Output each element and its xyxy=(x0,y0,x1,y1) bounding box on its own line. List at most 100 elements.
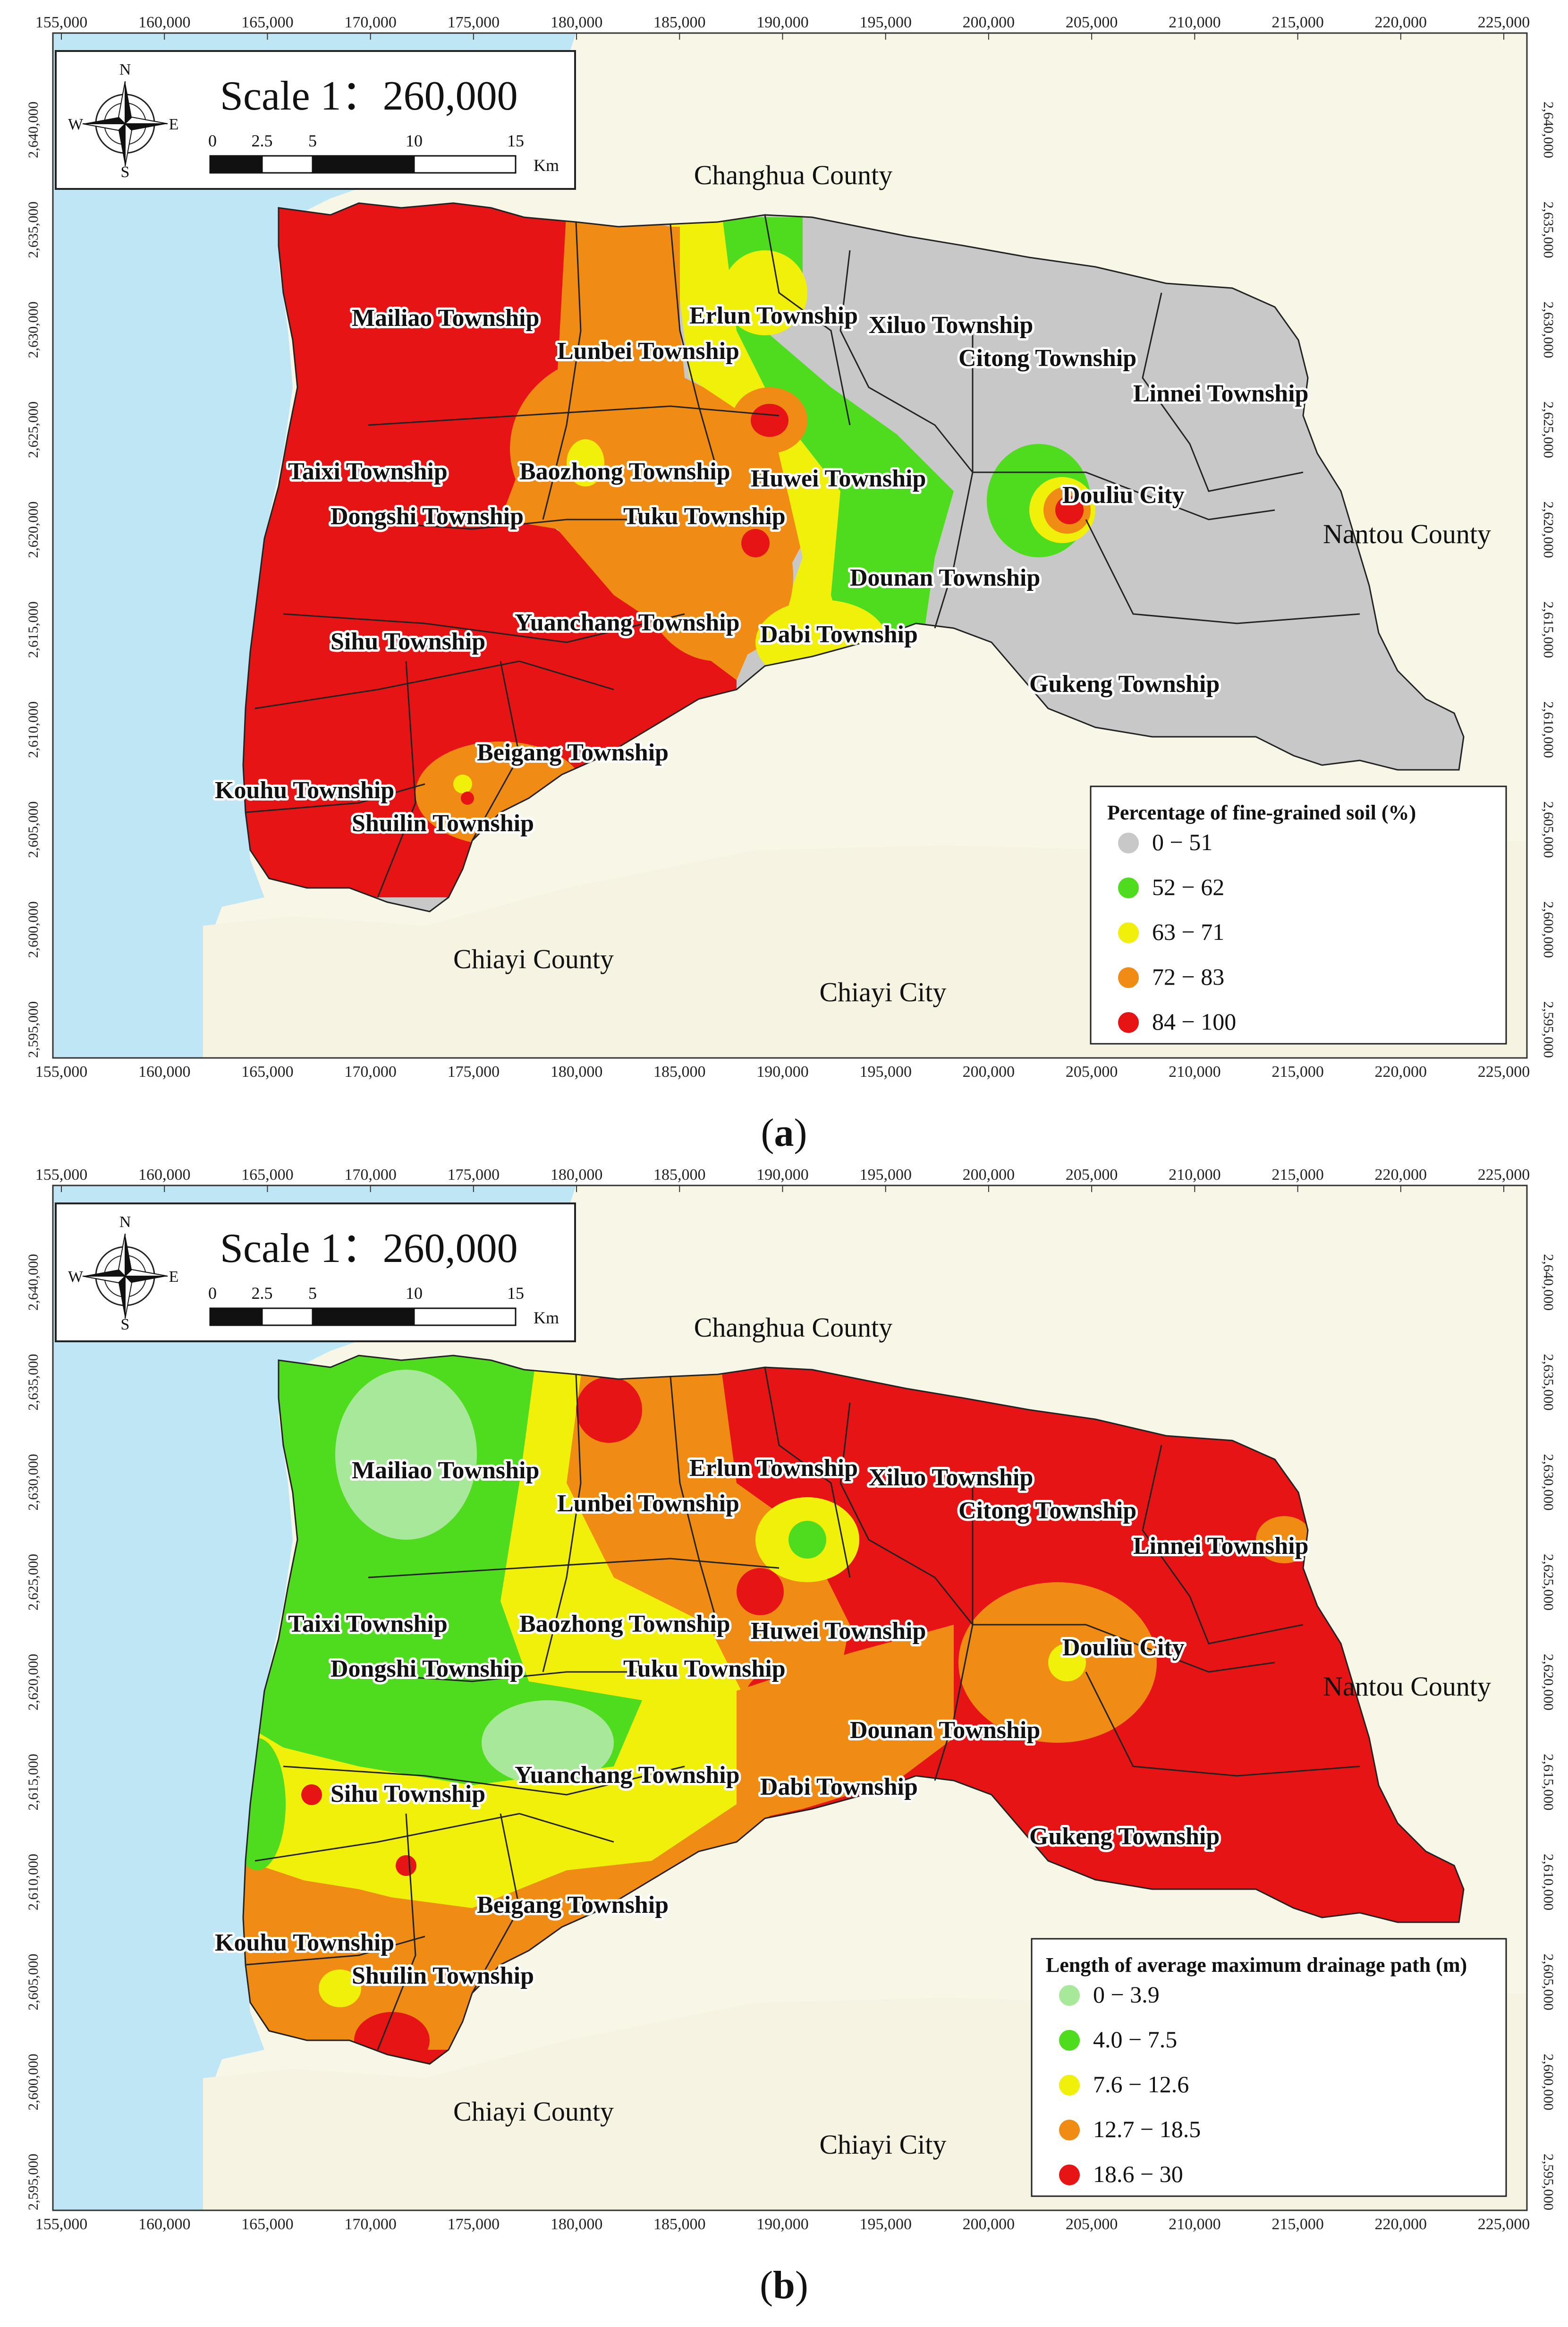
legend-swatch xyxy=(1059,1985,1080,2006)
township-label-douliu: Douliu City xyxy=(1062,482,1185,509)
y-tick-label: 2,615,000 xyxy=(25,601,41,658)
compass-s-label: S xyxy=(121,163,130,181)
scale-title: Scale 1：260,000 xyxy=(220,1226,518,1271)
x-tick-label: 155,000 xyxy=(35,1063,88,1081)
township-label-taixi: Taixi Township xyxy=(288,1611,448,1637)
township-label-lunbei: Lunbei Township xyxy=(557,1490,739,1517)
township-label-huwei: Huwei Township xyxy=(751,1618,926,1645)
x-tick-label: 190,000 xyxy=(756,14,809,31)
compass-w-label: W xyxy=(68,116,84,133)
scale-number-10: 10 xyxy=(406,131,423,150)
township-label-dounan: Dounan Township xyxy=(850,564,1040,591)
map-frame-b xyxy=(52,1185,1528,2211)
y-tick-label: 2,640,000 xyxy=(1541,102,1556,158)
township-label-erlun: Erlun Township xyxy=(689,302,858,329)
township-label-tuku: Tuku Township xyxy=(623,1655,786,1682)
x-tick-label: 195,000 xyxy=(859,1166,912,1184)
scale-unit: Km xyxy=(534,156,559,175)
y-ticks-left-a: 2,640,000 2,635,000 2,630,000 2,625,000 2,62… xyxy=(25,102,41,1058)
legend-swatch xyxy=(1059,2030,1080,2051)
x-tick-label: 185,000 xyxy=(653,1166,706,1184)
x-tick-label: 205,000 xyxy=(1066,14,1118,31)
y-tick-label: 2,635,000 xyxy=(25,202,41,258)
x-tick-label: 175,000 xyxy=(448,14,500,31)
x-tick-label: 185,000 xyxy=(653,1063,706,1081)
x-tick-label: 185,000 xyxy=(653,14,706,31)
x-tick-label: 210,000 xyxy=(1169,14,1221,31)
map-panel-b: 155,000 160,000 165,000 170,000 175,000 180,0… xyxy=(0,1152,1568,2307)
township-label-yuanchang: Yuanchang Township xyxy=(515,1762,740,1789)
x-tick-label: 220,000 xyxy=(1375,1063,1427,1081)
township-label-dongshi: Dongshi Township xyxy=(331,1655,524,1682)
x-tick-label: 165,000 xyxy=(241,1166,294,1184)
township-label-kouhu: Kouhu Township xyxy=(215,1929,394,1956)
x-tick-label: 225,000 xyxy=(1478,1166,1530,1184)
township-label-baozhong: Baozhong Township xyxy=(519,458,730,485)
township-label-lunbei: Lunbei Township xyxy=(557,338,739,365)
y-tick-label: 2,615,000 xyxy=(1541,601,1556,658)
scale-number-2-5: 2.5 xyxy=(252,131,273,150)
x-tick-label: 215,000 xyxy=(1271,1166,1324,1184)
township-label-beigang: Beigang Township xyxy=(477,739,669,766)
compass-e-label: E xyxy=(169,116,179,133)
township-label-citong: Citong Township xyxy=(958,1497,1136,1524)
x-ticks-bottom-a: 155,000 160,000 165,000 170,000 175,000 180,0… xyxy=(35,1063,1530,1081)
township-label-gukeng: Gukeng Township xyxy=(1029,671,1220,698)
map-a-svg: 155,000 160,000 165,000 170,000 175,000 180,0… xyxy=(25,14,1556,1081)
y-tick-label: 2,620,000 xyxy=(25,502,41,558)
legend-b: Length of average maximum drainage path … xyxy=(1031,1938,1507,2197)
township-label-linnei: Linnei Township xyxy=(1133,1533,1308,1560)
y-tick-label: 2,620,000 xyxy=(1541,502,1556,558)
township-label-mailiao: Mailiao Township xyxy=(352,305,539,332)
x-tick-label: 210,000 xyxy=(1169,2216,1221,2233)
county-label-nantou: Nantou County xyxy=(1323,1671,1491,1702)
legend-title-b: Length of average maximum drainage path … xyxy=(1046,1953,1467,1977)
township-label-yuanchang: Yuanchang Township xyxy=(515,609,740,636)
y-tick-label: 2,600,000 xyxy=(1541,901,1556,958)
x-tick-label: 225,000 xyxy=(1478,2216,1530,2233)
township-label-shuilin: Shuilin Township xyxy=(352,810,534,837)
legend-label: 52 − 62 xyxy=(1152,874,1224,900)
compass-n-label: N xyxy=(119,61,131,78)
scale-bar xyxy=(209,1307,517,1326)
scale-number-0: 0 xyxy=(208,1284,217,1303)
x-tick-label: 220,000 xyxy=(1375,14,1427,31)
y-tick-label: 2,595,000 xyxy=(1541,1001,1556,1058)
y-tick-label: 2,620,000 xyxy=(25,1654,41,1711)
y-tick-label: 2,625,000 xyxy=(25,1554,41,1611)
township-label-linnei: Linnei Township xyxy=(1133,380,1308,407)
scale-number-5: 5 xyxy=(308,131,317,150)
township-boundaries-a xyxy=(242,202,1465,912)
drainage-surface-b xyxy=(243,1355,1464,2064)
y-tick-label: 2,600,000 xyxy=(25,901,41,958)
x-tick-label: 160,000 xyxy=(138,1063,191,1081)
x-tick-label: 205,000 xyxy=(1066,2216,1118,2233)
legend-label: 63 − 71 xyxy=(1152,919,1224,945)
legend-label: 18.6 − 30 xyxy=(1093,2161,1183,2187)
legend-swatch xyxy=(1118,878,1139,898)
x-tick-label: 160,000 xyxy=(138,2216,191,2233)
y-tick-label: 2,605,000 xyxy=(25,1954,41,2011)
y-tick-label: 2,625,000 xyxy=(1541,1554,1556,1611)
x-ticks-top-a: 155,000 160,000 165,000 170,000 175,000 180,0… xyxy=(35,14,1530,40)
x-tick-label: 200,000 xyxy=(963,1063,1015,1081)
scale-number-15: 15 xyxy=(507,1284,524,1303)
legend-swatch xyxy=(1118,1012,1139,1033)
x-tick-label: 195,000 xyxy=(859,14,912,31)
y-tick-label: 2,635,000 xyxy=(25,1354,41,1411)
x-tick-label: 200,000 xyxy=(963,14,1015,31)
x-tick-label: 195,000 xyxy=(859,1063,912,1081)
y-ticks-right-b: 2,640,000 2,635,000 2,630,000 2,625,000 2,62… xyxy=(1541,1254,1556,2210)
compass-w-label: W xyxy=(68,1268,84,1286)
legend-a: Percentage of fine-grained soil (%) 0 − … xyxy=(1090,785,1507,1045)
legend-label: 0 − 51 xyxy=(1152,829,1212,855)
map-panel-a: 155,000 160,000 165,000 170,000 175,000 180,0… xyxy=(0,0,1568,1155)
scale-unit: Km xyxy=(534,1308,559,1327)
x-tick-label: 190,000 xyxy=(756,1166,809,1184)
x-tick-label: 225,000 xyxy=(1478,14,1530,31)
y-tick-label: 2,610,000 xyxy=(1541,701,1556,758)
sea-area xyxy=(53,33,576,1058)
soil-surface-a xyxy=(243,203,1464,912)
x-tick-label: 160,000 xyxy=(138,1166,191,1184)
x-tick-label: 200,000 xyxy=(963,1166,1015,1184)
